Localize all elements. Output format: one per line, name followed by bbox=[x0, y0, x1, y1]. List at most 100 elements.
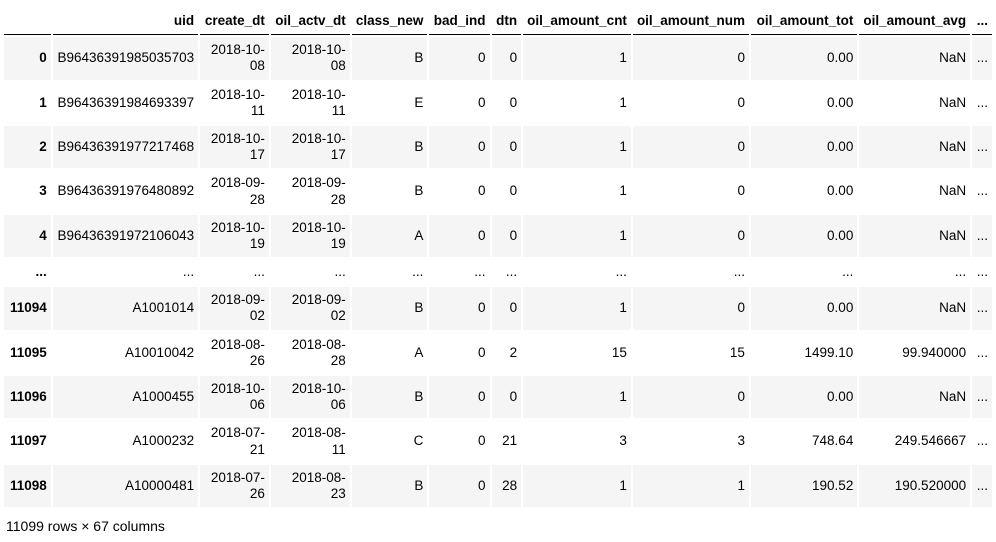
table-cell: A1000232 bbox=[132, 433, 195, 449]
column-header-ellipsis: ... bbox=[972, 8, 992, 36]
table-cell: ... bbox=[976, 139, 988, 155]
table-cell: 1 bbox=[619, 477, 627, 493]
table-cell: A1000455 bbox=[132, 389, 195, 405]
table-cell: 0 bbox=[737, 94, 745, 110]
table-cell: 190.520000 bbox=[894, 477, 967, 493]
table-cell: 0 bbox=[509, 389, 518, 405]
table-cell: ... bbox=[412, 264, 424, 280]
table-cell: 2018-07- 21 bbox=[210, 425, 265, 457]
table-cell: 0 bbox=[509, 139, 518, 155]
table-row: .................................... bbox=[4, 259, 992, 285]
table-cell: B96436391977217468 bbox=[57, 139, 195, 155]
table-cell: 190.52 bbox=[812, 477, 854, 493]
table-cell: NaN bbox=[939, 183, 967, 199]
table-cell: ... bbox=[976, 50, 988, 66]
row-index: 3 bbox=[39, 183, 47, 199]
table-cell: 0 bbox=[737, 139, 745, 155]
table-row: 4 B96436391972106043 2018-10- 19 2018-10- 19 A… bbox=[4, 214, 992, 258]
table-cell: 3 bbox=[737, 433, 745, 449]
table-cell: ... bbox=[976, 389, 988, 405]
column-header-create-dt: create_dt bbox=[200, 8, 269, 36]
table-cell: 2018-10- 06 bbox=[210, 381, 265, 413]
table-cell: 0.00 bbox=[827, 389, 854, 405]
table-cell: 2018-10- 17 bbox=[291, 130, 346, 163]
table-cell: ... bbox=[615, 264, 627, 280]
table-cell: 21 bbox=[502, 433, 518, 449]
table-cell: 0 bbox=[478, 300, 486, 316]
table-cell: 0 bbox=[509, 183, 518, 199]
table-row: 2 B96436391977217468 2018-10- 17 2018-10- 17 B… bbox=[4, 125, 992, 169]
table-cell: 99.940000 bbox=[902, 344, 967, 360]
table-cell: 0 bbox=[478, 433, 486, 449]
table-cell: ... bbox=[733, 264, 745, 280]
table-cell: ... bbox=[334, 264, 346, 280]
table-cell: B bbox=[414, 477, 424, 493]
table-cell: ... bbox=[954, 264, 967, 280]
table-cell: 15 bbox=[729, 344, 745, 360]
table-row: 3 B96436391976480892 2018-09- 28 2018-09- 28 B… bbox=[4, 170, 992, 212]
table-cell: 2018-10- 11 bbox=[210, 86, 265, 118]
table-cell: 15 bbox=[611, 344, 627, 360]
table-cell: A bbox=[414, 227, 424, 243]
table-cell: 0 bbox=[478, 227, 486, 243]
table-row: 11098 A10000481 2018-07- 26 2018-08- 23 B 0 28 1 1… bbox=[4, 464, 992, 508]
table-cell: B bbox=[414, 300, 424, 316]
row-index: 1 bbox=[39, 94, 47, 110]
table-cell: NaN bbox=[939, 94, 967, 110]
table-cell: 748.64 bbox=[812, 433, 854, 449]
table-cell: ... bbox=[976, 300, 988, 316]
row-index: 0 bbox=[39, 50, 47, 66]
table-row: 0 B96436391985035703 2018-10- 08 2018-10- 08 B… bbox=[4, 37, 992, 80]
table-cell: 2018-10- 06 bbox=[291, 381, 346, 413]
table-cell: B96436391972106043 bbox=[57, 227, 195, 243]
table-cell: 0 bbox=[737, 389, 745, 405]
table-cell: A10000481 bbox=[125, 477, 195, 493]
table-cell: ... bbox=[976, 433, 988, 449]
table-cell: ... bbox=[976, 183, 988, 199]
table-cell: 2018-10- 08 bbox=[210, 42, 265, 74]
table-cell: 1 bbox=[737, 477, 745, 493]
table-cell: 249.546667 bbox=[894, 433, 967, 449]
table-cell: 0 bbox=[509, 94, 518, 110]
table-cell: B96436391984693397 bbox=[57, 94, 195, 110]
row-index: ... bbox=[35, 264, 47, 280]
table-cell: 1 bbox=[619, 389, 627, 405]
table-cell: 0 bbox=[478, 139, 486, 155]
column-header-oil-amount-num: oil_amount_num bbox=[632, 8, 749, 36]
table-cell: B bbox=[414, 389, 424, 405]
table-cell: 1499.10 bbox=[804, 344, 854, 360]
table-cell: 0 bbox=[737, 300, 745, 316]
table-cell: 0 bbox=[509, 50, 518, 66]
table-cell: 2 bbox=[509, 344, 518, 360]
table-cell: 0 bbox=[737, 227, 745, 243]
table-cell: ... bbox=[474, 264, 486, 280]
table-cell: 2018-09- 28 bbox=[210, 175, 265, 207]
table-row: 11094 A1001014 2018-09- 02 2018-09- 02 B 0 0 1 0 0.… bbox=[4, 287, 992, 330]
table-cell: 3 bbox=[619, 433, 627, 449]
table-cell: B bbox=[414, 50, 424, 66]
column-header-uid: uid bbox=[52, 8, 199, 36]
table-cell: A bbox=[414, 344, 424, 360]
table-cell: NaN bbox=[939, 50, 967, 66]
table-cell: B96436391976480892 bbox=[57, 183, 195, 199]
table-cell: 0 bbox=[737, 183, 745, 199]
column-header-oil-amount-cnt: oil_amount_cnt bbox=[523, 8, 631, 36]
table-cell: ... bbox=[976, 264, 988, 280]
header-row: uid create_dt oil_actv_dt class_new bad_… bbox=[4, 8, 992, 36]
table-cell: ... bbox=[842, 264, 854, 280]
table-cell: 0 bbox=[478, 183, 486, 199]
column-header-oil-amount-avg: oil_amount_avg bbox=[859, 8, 971, 36]
table-cell: 0.00 bbox=[827, 227, 854, 243]
table-cell: 0 bbox=[509, 300, 518, 316]
table-cell: 0.00 bbox=[827, 300, 854, 316]
table-cell: 0 bbox=[478, 50, 486, 66]
table-cell: 0.00 bbox=[827, 50, 854, 66]
table-cell: NaN bbox=[939, 300, 967, 316]
table-cell: 2018-08- 28 bbox=[291, 336, 346, 368]
table-cell: ... bbox=[976, 94, 988, 110]
column-header-bad-ind: bad_ind bbox=[429, 8, 490, 36]
table-row: 11097 A1000232 2018-07- 21 2018-08- 11 C 0 21 3 3 7… bbox=[4, 420, 992, 462]
table-cell: A1001014 bbox=[132, 300, 195, 316]
table-cell: 2018-10- 19 bbox=[291, 219, 346, 251]
